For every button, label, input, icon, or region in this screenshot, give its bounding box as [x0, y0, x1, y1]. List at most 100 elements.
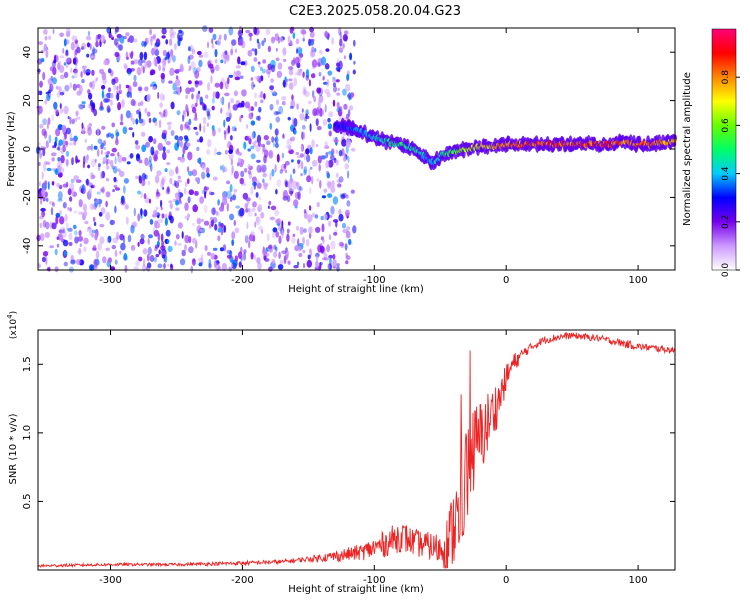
noise-speck	[215, 262, 221, 272]
noise-speck	[234, 255, 239, 262]
noise-speck	[106, 165, 110, 170]
noise-speck	[218, 221, 222, 227]
noise-speck	[210, 218, 214, 227]
noise-speck	[149, 28, 153, 36]
noise-speck	[107, 257, 113, 263]
noise-speck	[122, 126, 128, 135]
noise-speck	[194, 70, 200, 79]
noise-speck	[293, 117, 298, 127]
noise-speck	[169, 215, 174, 224]
noise-speck	[162, 94, 166, 101]
noise-speck	[312, 108, 318, 117]
noise-speck	[311, 159, 318, 167]
noise-speck	[38, 161, 41, 167]
noise-speck	[203, 124, 206, 134]
noise-speck	[177, 175, 181, 180]
noise-speck	[179, 156, 186, 163]
noise-speck	[50, 75, 53, 83]
noise-speck	[167, 124, 172, 131]
noise-speck	[58, 139, 63, 146]
noise-speck	[332, 196, 339, 205]
noise-speck	[226, 128, 229, 135]
noise-speck	[54, 136, 58, 143]
noise-speck	[88, 92, 93, 100]
noise-speck	[160, 180, 165, 189]
noise-speck	[83, 237, 89, 245]
noise-speck	[178, 135, 183, 141]
noise-speck	[49, 66, 55, 72]
noise-speck	[206, 122, 209, 127]
noise-speck	[95, 41, 99, 48]
noise-speck	[55, 215, 59, 225]
noise-speck	[211, 207, 217, 216]
noise-speck	[144, 197, 151, 204]
noise-speck	[172, 55, 176, 63]
noise-speck	[211, 105, 215, 111]
noise-speck	[140, 64, 145, 71]
noise-speck	[243, 141, 247, 150]
noise-speck	[308, 79, 311, 87]
noise-speck	[133, 221, 137, 226]
noise-speck	[266, 233, 270, 242]
noise-speck	[105, 200, 108, 208]
chart-title: C2E3.2025.058.20.04.G23	[289, 4, 461, 19]
noise-speck	[343, 103, 348, 110]
noise-speck	[212, 247, 218, 251]
noise-speck	[136, 109, 140, 115]
noise-speck	[210, 252, 216, 260]
noise-speck	[162, 186, 165, 190]
noise-speck	[37, 263, 41, 269]
noise-speck	[328, 130, 332, 137]
noise-speck	[274, 33, 279, 42]
noise-speck	[260, 212, 265, 219]
noise-speck	[182, 146, 186, 155]
noise-speck	[100, 207, 106, 215]
noise-speck	[175, 200, 179, 206]
noise-speck	[312, 90, 315, 99]
noise-speck	[91, 184, 96, 189]
noise-speck	[147, 246, 152, 255]
noise-speck	[230, 158, 234, 166]
noise-speck	[42, 162, 47, 172]
noise-speck	[106, 237, 109, 244]
noise-speck	[301, 124, 306, 130]
noise-speck	[44, 232, 50, 238]
noise-speck	[39, 124, 44, 129]
noise-speck	[113, 176, 117, 182]
noise-speck	[196, 92, 201, 100]
noise-speck	[325, 63, 329, 68]
noise-speck	[65, 127, 71, 135]
noise-speck	[144, 86, 149, 92]
noise-speck	[114, 259, 118, 265]
noise-speck	[58, 86, 62, 94]
noise-speck	[268, 266, 273, 272]
noise-speck	[127, 71, 131, 76]
noise-speck	[316, 87, 322, 94]
noise-speck	[289, 190, 294, 195]
noise-speck	[311, 59, 318, 68]
noise-speck	[87, 126, 92, 136]
noise-speck	[177, 242, 182, 246]
noise-speck	[315, 260, 319, 268]
noise-speck	[216, 151, 222, 156]
noise-speck	[161, 178, 165, 186]
noise-speck	[164, 217, 168, 226]
noise-speck	[336, 172, 339, 178]
noise-speck	[188, 118, 192, 126]
noise-speck	[351, 147, 356, 152]
noise-speck	[91, 69, 95, 76]
noise-speck	[210, 75, 213, 84]
noise-speck	[305, 69, 310, 78]
noise-speck	[270, 36, 275, 44]
noise-speck	[253, 254, 257, 261]
noise-speck	[252, 201, 257, 208]
noise-speck	[212, 91, 217, 99]
noise-speck	[113, 184, 118, 189]
colorbar-tick-label: 0.8	[721, 70, 731, 85]
noise-speck	[292, 180, 298, 190]
noise-speck	[263, 93, 266, 100]
noise-speck	[335, 149, 338, 154]
noise-speck	[324, 104, 327, 113]
noise-speck	[235, 205, 241, 209]
noise-speck	[118, 83, 122, 91]
